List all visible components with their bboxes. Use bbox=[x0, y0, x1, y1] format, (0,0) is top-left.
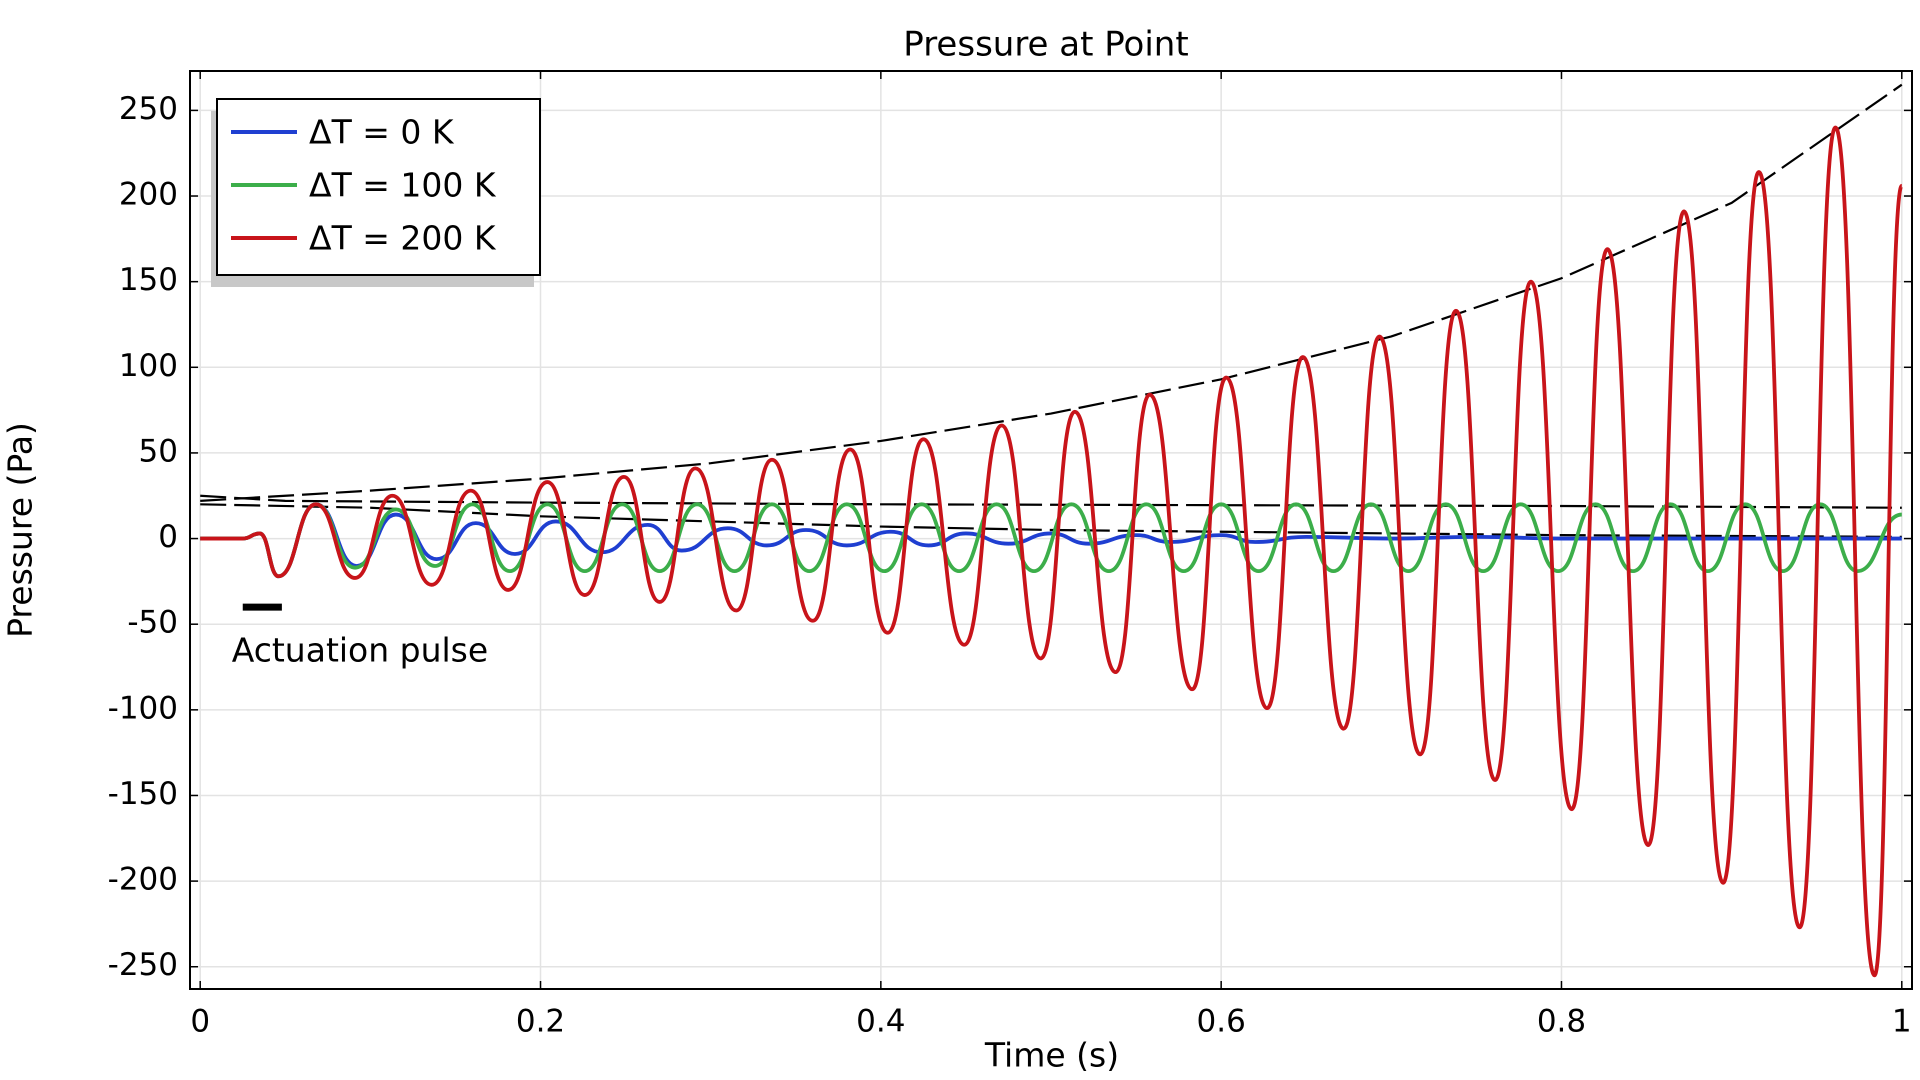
legend-label: ΔT = 100 K bbox=[309, 166, 497, 205]
x-tick-label: 0.8 bbox=[1537, 1004, 1586, 1040]
x-tick-label: 0.6 bbox=[1197, 1004, 1246, 1040]
x-tick-label: 0.2 bbox=[516, 1004, 565, 1040]
series-line bbox=[200, 125, 1904, 978]
y-tick-label: 250 bbox=[119, 91, 178, 127]
y-tick-label: 0 bbox=[158, 519, 178, 555]
y-tick-label: 200 bbox=[119, 177, 178, 213]
y-tick-label: -250 bbox=[108, 947, 178, 983]
y-tick-label: 50 bbox=[139, 433, 178, 469]
y-tick-label: -150 bbox=[108, 776, 178, 812]
plot-frame bbox=[189, 70, 1913, 990]
envelope-line bbox=[200, 83, 1903, 502]
annotation: Actuation pulse bbox=[232, 631, 488, 670]
legend-label: ΔT = 200 K bbox=[309, 219, 497, 258]
y-tick-label: 100 bbox=[119, 348, 178, 384]
y-tick-label: -100 bbox=[108, 690, 178, 726]
y-tick-label: -50 bbox=[127, 605, 178, 641]
legend-label: ΔT = 0 K bbox=[309, 113, 455, 152]
x-tick-label: 0.4 bbox=[856, 1004, 905, 1040]
y-axis-label: Pressure (Pa) bbox=[1, 422, 40, 638]
x-tick-label: 1 bbox=[1892, 1004, 1912, 1040]
envelope-line bbox=[200, 494, 1902, 509]
y-tick-label: -200 bbox=[108, 862, 178, 898]
y-tick-label: 150 bbox=[119, 262, 178, 298]
x-tick-label: 0 bbox=[190, 1004, 210, 1040]
x-axis-label: Time (s) bbox=[984, 1036, 1119, 1075]
chart-title: Pressure at Point bbox=[903, 25, 1188, 65]
